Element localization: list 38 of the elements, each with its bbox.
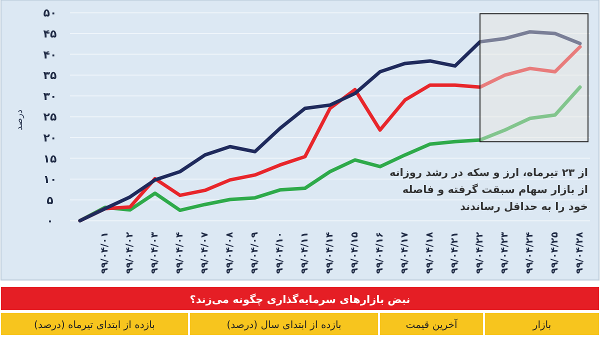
annotation: از ۲۳ تیرماه، ارز و سکه در رشد روزانه از بازار سهام سبقت گرفته و فاصله خود را به حداقل رساندند [389, 167, 588, 213]
x-tick-label: ۹۹/۰۴/۲۸ [574, 232, 586, 274]
table-title-banner: نبض بازارهای سرمایه‌گذاری چگونه می‌زند؟ [1, 287, 599, 310]
x-tick-label: ۹۹/۰۴/۰۷ [200, 232, 210, 274]
table-header-cell: آخرین قیمت [380, 313, 483, 335]
table-header-cell: بازده از ابتدای سال (درصد) [190, 313, 378, 335]
y-tick-label: ۵۰ [43, 6, 57, 20]
x-tick-label: ۹۹/۰۴/۰۱ [100, 232, 110, 274]
x-tick-label: ۹۹/۰۴/۲۲ [474, 232, 486, 274]
y-tick-label: ۱۵ [43, 152, 57, 166]
y-tick-label: ۲۵ [43, 110, 57, 124]
x-tick-label: ۹۹/۰۴/۲۵ [550, 232, 560, 274]
y-axis-title: درصد [15, 110, 25, 130]
y-tick-label: ۲۰ [43, 132, 57, 144]
table-header-cell: بازار [485, 313, 599, 335]
x-tick-label: ۹۹/۰۴/۱۴ [324, 232, 336, 274]
x-tick-label: ۹۹/۰۴/۱۸ [424, 232, 436, 274]
y-tick-label: ۱۰ [43, 173, 57, 186]
table-header-cell: بازده از ابتدای تیرماه (درصد) [1, 313, 188, 335]
x-tick-label: ۹۹/۰۴/۰۲ [124, 232, 136, 274]
x-tick-label: ۹۹/۰۴/۰۳ [150, 232, 160, 274]
x-tick-label: ۹۹/۰۴/۰۴ [174, 232, 186, 274]
x-tick-label: ۹۹/۰۴/۱۱ [300, 232, 310, 274]
x-tick-label: ۹۹/۰۴/۲۳ [500, 232, 510, 274]
x-tick-label: ۹۹/۰۴/۱۰ [274, 232, 286, 274]
x-tick-label: ۹۹/۰۴/۰۹ [250, 232, 260, 274]
x-tick-label: ۹۹/۰۴/۱۷ [400, 232, 410, 274]
y-tick-label: ۵ [46, 194, 54, 207]
x-tick-label: ۹۹/۰۴/۲۴ [524, 232, 536, 274]
y-tick-label: ۴۰ [43, 48, 57, 62]
x-tick-label: ۹۹/۰۴/۰۸ [224, 232, 236, 274]
x-tick-label: ۹۹/۰۴/۱۵ [350, 232, 360, 274]
y-tick-label: ۳۵ [43, 69, 57, 82]
y-tick-label: ۰ [46, 214, 54, 228]
x-tick-label: ۹۹/۰۴/۲۱ [450, 232, 460, 274]
y-tick-label: ۳۰ [43, 90, 57, 103]
x-tick-label: ۹۹/۰۴/۱۶ [374, 232, 386, 274]
y-tick-label: ۴۵ [43, 28, 57, 40]
